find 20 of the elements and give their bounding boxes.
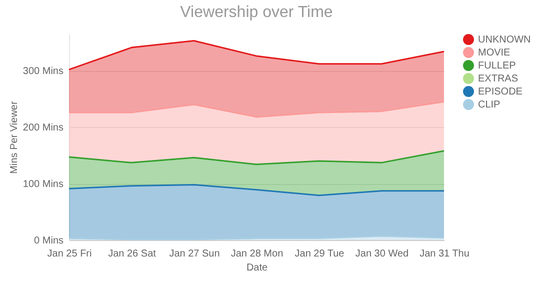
x-tick-label: Jan 26 Sat — [108, 248, 156, 260]
legend-label: EXTRAS — [478, 74, 518, 84]
y-tick-label: 300 Mins — [22, 66, 64, 78]
legend-label: UNKNOWN — [478, 34, 531, 46]
x-axis-title: Date — [246, 262, 268, 274]
x-tick-label: Jan 28 Mon — [230, 248, 284, 260]
x-tick-label: Jan 30 Wed — [355, 248, 409, 260]
legend-label: FULLEP — [478, 60, 516, 72]
chart-title: Viewership over Time — [180, 4, 333, 21]
y-tick-label: 0 Mins — [34, 236, 64, 246]
x-tick-label: Jan 27 Sun — [169, 248, 220, 260]
y-tick-label: 200 Mins — [22, 122, 64, 134]
y-tick-label: 100 Mins — [22, 179, 64, 190]
legend-label: EPISODE — [478, 86, 523, 98]
legend-label: MOVIE — [478, 48, 511, 58]
x-tick-label: Jan 25 Fri — [47, 248, 92, 260]
x-tick-label: Jan 29 Tue — [294, 248, 345, 260]
legend-label: CLIP — [478, 100, 501, 110]
x-tick-label: Jan 31 Thu — [420, 248, 470, 260]
y-axis-title: Mins Per Viewer — [8, 100, 20, 174]
